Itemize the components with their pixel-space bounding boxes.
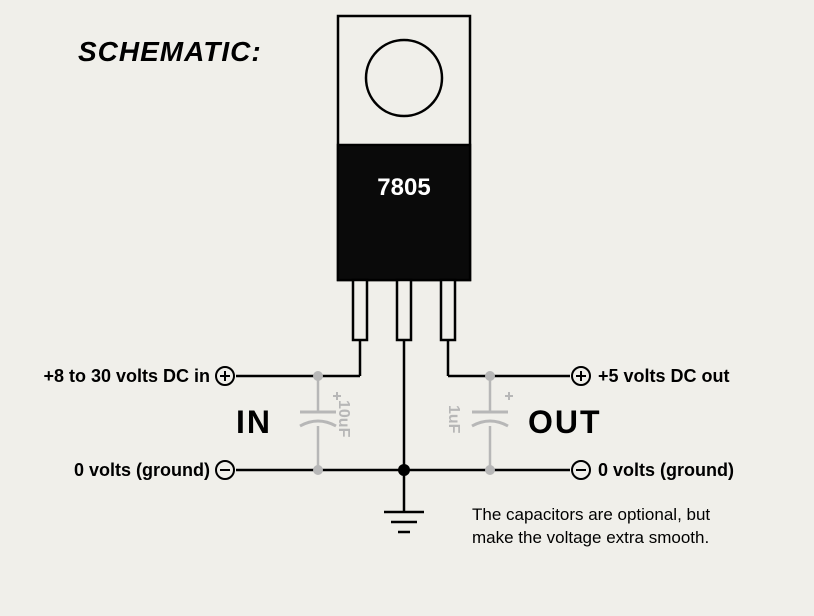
label-cap-output: 1uF [444,405,462,433]
note-capacitors: The capacitors are optional, but make th… [472,504,732,550]
label-in-big: IN [236,404,272,441]
label-cap-input: 10uF [334,400,352,437]
polarity-in-minus [216,461,234,479]
label-input-voltage: +8 to 30 volts DC in [32,366,210,387]
polarity-out-minus [572,461,590,479]
polarity-in-plus [216,367,234,385]
ic-label: 7805 [377,174,430,201]
label-output-voltage: +5 volts DC out [598,366,730,387]
schematic-title: SCHEMATIC: [78,36,262,68]
label-out-big: OUT [528,404,602,441]
ground-symbol [384,470,424,532]
polarity-out-plus [572,367,590,385]
label-ground-left: 0 volts (ground) [62,460,210,481]
regulator-7805: 7805 [338,16,470,470]
capacitor-output [472,371,513,475]
label-ground-right: 0 volts (ground) [598,460,734,481]
